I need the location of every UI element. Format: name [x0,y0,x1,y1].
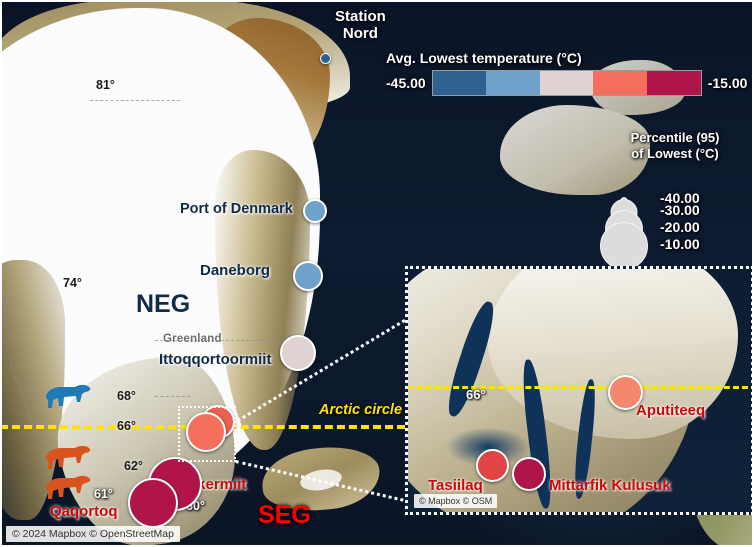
arctic-circle-line [0,425,754,429]
station-marker-qaqortoq[interactable] [128,478,178,528]
station-marker-daneborg[interactable] [293,261,323,291]
region-label-neg: NEG [136,290,191,318]
inset-station-label-mittarfik-kulusuk: Mittarfik Kulusuk [549,477,671,494]
size-legend-title: Percentile (95) of Lowest (°C) [600,130,750,163]
map-attribution: © 2024 Mapbox © OpenStreetMap [6,526,180,542]
polar-bear-icon-blue [46,384,91,408]
size-legend-circle-3 [600,221,648,270]
size-legend-items: -40.00 -30.00 -20.00 -10.00 [600,169,750,270]
inset-station-label-tasiilaq: Tasiilaq [428,477,483,494]
station-label-station-nord: Station Nord [335,8,386,43]
station-label-qaqortoq: Qaqortoq [50,503,118,520]
region-label-seg: SEG [258,501,311,529]
colorbar-swatch-4 [647,71,701,95]
svalbard-landmass [500,105,650,195]
latitude-label-68: 68° [117,389,136,403]
latitude-label-61: 61° [94,487,113,501]
inset-station-marker-tasiilaq[interactable] [476,449,509,482]
arctic-circle-label: Arctic circle [319,402,403,418]
station-marker-port-of-denmark[interactable] [303,199,327,223]
graticule-66 [155,396,190,397]
size-legend: Percentile (95) of Lowest (°C) -40.00 -30… [600,130,750,270]
station-marker-ittoqqortoormiit[interactable] [280,335,316,371]
latitude-label-74: 74° [63,276,82,290]
colorbar-gradient [431,70,702,96]
size-legend-label-3: -10.00 [660,235,700,252]
latitude-label-62: 62° [124,459,143,473]
inset-map[interactable]: 66° Aputiteeq Tasiilaq Mittarfik Kulusuk… [405,266,754,515]
size-legend-label-1: -30.00 [660,202,700,218]
latitude-label-66: 66° [117,419,136,433]
inset-latitude-label-66: 66° [466,387,486,402]
size-legend-title-line2: of Lowest (°C) [631,146,719,162]
colorbar-swatch-3 [593,71,648,95]
polar-bear-icon-orange-2 [46,475,91,499]
inset-selection-box [178,406,236,462]
inset-station-label-aputiteeq: Aputiteeq [636,402,706,419]
graticule-81 [90,100,180,101]
colorbar-min-label: -45.00 [386,75,426,91]
colorbar-swatch-2 [539,71,594,95]
station-label-port-of-denmark: Port of Denmark [180,201,293,217]
polar-bear-icon-orange-1 [46,445,91,469]
station-label-ittoqqortoormiit: Ittoqqortoormiit [159,351,272,368]
greenland-country-label: Greenland [163,333,222,345]
station-label-daneborg: Daneborg [200,262,271,279]
station-marker-ikermiit[interactable] [186,412,226,452]
inset-arctic-circle-line [408,386,751,389]
inset-station-marker-aputiteeq[interactable] [608,375,643,410]
station-label-ikermiit: Ikermiit [193,476,247,493]
graticule-68 [155,340,285,341]
colorbar-swatch-0 [432,71,487,95]
colorbar-swatch-1 [486,71,540,95]
inset-attribution: © Mapbox © OSM [414,494,498,508]
inset-station-marker-mittarfik-kulusuk[interactable] [512,457,546,491]
size-legend-label-2: -20.00 [660,218,700,235]
colorbar-title: Avg. Lowest temperature (°C) [386,50,582,66]
size-legend-title-line1: Percentile (95) [630,130,720,145]
size-legend-label-0: -40.00 [660,190,700,206]
station-marker-station-nord[interactable] [320,53,331,64]
colorbar-legend: Avg. Lowest temperature (°C) -45.00 -15.… [386,50,747,96]
latitude-label-81: 81° [96,78,115,92]
colorbar-max-label: -15.00 [707,75,748,91]
